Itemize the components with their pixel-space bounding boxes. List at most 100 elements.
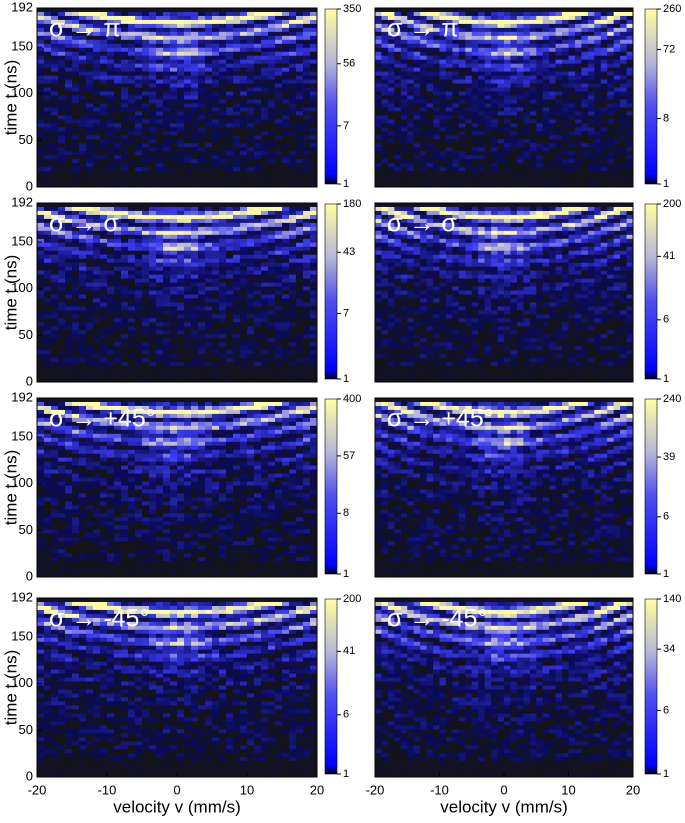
heatmap-cell xyxy=(478,123,485,127)
heatmap-cell xyxy=(452,175,459,179)
heatmap-cell xyxy=(268,103,275,107)
heatmap-cell xyxy=(142,275,149,279)
heatmap-cell xyxy=(303,72,310,76)
heatmap-cell xyxy=(233,16,240,20)
heatmap-cell xyxy=(170,306,177,310)
heatmap-cell xyxy=(614,68,621,72)
heatmap-cell xyxy=(44,318,51,322)
heatmap-cell xyxy=(414,179,421,183)
heatmap-cell xyxy=(198,159,205,163)
heatmap-cell xyxy=(114,115,121,119)
heatmap-cell xyxy=(388,115,395,119)
heatmap-cell xyxy=(79,107,86,111)
heatmap-cell xyxy=(198,28,205,32)
heatmap-cell xyxy=(212,259,219,263)
heatmap-cell xyxy=(93,267,100,271)
heatmap-cell xyxy=(310,111,317,115)
heatmap-cell xyxy=(459,16,466,20)
heatmap-cell xyxy=(121,267,128,271)
heatmap-cell xyxy=(79,287,86,291)
heatmap-cell xyxy=(414,115,421,119)
heatmap-cell xyxy=(601,84,608,88)
heatmap-cell xyxy=(620,60,627,64)
heatmap-cell xyxy=(142,287,149,291)
heatmap-cell xyxy=(282,127,289,131)
heatmap-cell xyxy=(163,139,170,143)
heatmap-cell xyxy=(72,147,79,151)
heatmap-cell xyxy=(107,92,114,96)
heatmap-cell xyxy=(261,36,268,40)
heatmap-cell xyxy=(58,326,65,330)
heatmap-cell xyxy=(226,127,233,131)
heatmap-cell xyxy=(240,179,247,183)
heatmap-cell xyxy=(79,76,86,80)
heatmap-cell xyxy=(375,96,382,100)
heatmap-cell xyxy=(254,298,261,302)
heatmap-cell xyxy=(128,56,135,60)
heatmap-cell xyxy=(240,64,247,68)
heatmap-cell xyxy=(219,322,226,326)
heatmap-cell xyxy=(569,68,576,72)
heatmap-cell xyxy=(614,159,621,163)
heatmap-cell xyxy=(588,119,595,123)
heatmap-cell xyxy=(394,80,401,84)
heatmap-cell xyxy=(86,302,93,306)
heatmap-cell xyxy=(254,263,261,267)
heatmap-cell xyxy=(44,99,51,103)
heatmap-cell xyxy=(170,318,177,322)
heatmap-cell xyxy=(93,203,100,207)
heatmap-cell xyxy=(219,275,226,279)
heatmap-cell xyxy=(93,291,100,295)
heatmap-cell xyxy=(198,314,205,318)
heatmap-cell xyxy=(58,263,65,267)
heatmap-cell xyxy=(446,115,453,119)
heatmap-cell xyxy=(170,60,177,64)
heatmap-cell xyxy=(510,179,517,183)
heatmap-cell xyxy=(128,247,135,251)
heatmap-cell xyxy=(100,318,107,322)
heatmap-cell xyxy=(233,243,240,247)
heatmap-cell xyxy=(163,243,170,247)
heatmap-cell xyxy=(581,96,588,100)
heatmap-cell xyxy=(588,88,595,92)
heatmap-cell xyxy=(517,36,524,40)
heatmap-cell xyxy=(510,20,517,24)
heatmap-cell xyxy=(296,32,303,36)
heatmap-cell xyxy=(121,207,128,211)
heatmap-cell xyxy=(614,28,621,32)
heatmap-cell xyxy=(296,131,303,135)
heatmap-cell xyxy=(427,179,434,183)
heatmap-cell xyxy=(44,298,51,302)
heatmap-cell xyxy=(93,107,100,111)
heatmap-cell xyxy=(156,84,163,88)
heatmap-cell xyxy=(86,103,93,107)
heatmap-cell xyxy=(226,99,233,103)
heatmap-cell xyxy=(240,131,247,135)
heatmap-cell xyxy=(381,115,388,119)
heatmap-cell xyxy=(51,267,58,271)
heatmap-cell xyxy=(170,171,177,175)
heatmap-cell xyxy=(401,171,408,175)
heatmap-cell xyxy=(510,52,517,56)
heatmap-cell xyxy=(37,283,44,287)
heatmap-cell xyxy=(261,28,268,32)
heatmap-cell xyxy=(233,92,240,96)
heatmap-cell xyxy=(205,298,212,302)
heatmap-cell xyxy=(177,40,184,44)
heatmap-cell xyxy=(58,60,65,64)
heatmap-cell xyxy=(594,8,601,12)
heatmap-cell xyxy=(149,12,156,16)
heatmap-cell xyxy=(310,107,317,111)
heatmap-cell xyxy=(420,131,427,135)
heatmap-cell xyxy=(65,322,72,326)
heatmap-cell xyxy=(93,111,100,115)
heatmap-cell xyxy=(37,263,44,267)
heatmap-cell xyxy=(163,255,170,259)
heatmap-cell xyxy=(261,163,268,167)
heatmap-cell xyxy=(446,163,453,167)
heatmap-cell xyxy=(536,68,543,72)
heatmap-cell xyxy=(446,56,453,60)
heatmap-cell xyxy=(121,12,128,16)
heatmap-cell xyxy=(86,263,93,267)
heatmap-cell xyxy=(44,80,51,84)
